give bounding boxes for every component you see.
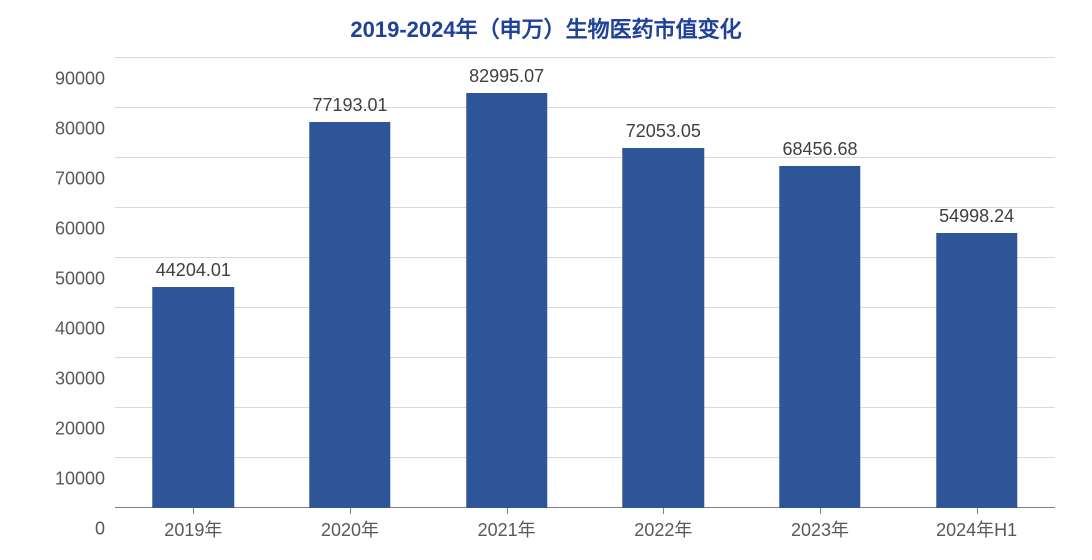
- x-tick-label: 2024年H1: [936, 516, 1017, 542]
- bar-slot: 77193.012020年: [272, 58, 429, 508]
- bar-value-label: 68456.68: [782, 139, 857, 160]
- bar-slot: 44204.012019年: [115, 58, 272, 508]
- bar: 68456.68: [779, 166, 860, 508]
- y-tick-label: 80000: [55, 119, 105, 140]
- bar-value-label: 44204.01: [156, 260, 231, 281]
- x-tick-mark: [977, 508, 978, 514]
- bar: 82995.07: [466, 93, 547, 508]
- y-tick-label: 70000: [55, 169, 105, 190]
- x-tick-mark: [507, 508, 508, 514]
- bar: 72053.05: [623, 148, 704, 508]
- bar-value-label: 72053.05: [626, 121, 701, 142]
- x-tick-label: 2020年: [321, 516, 379, 542]
- y-tick-label: 90000: [55, 69, 105, 90]
- x-tick-mark: [820, 508, 821, 514]
- bar: 54998.24: [936, 233, 1017, 508]
- bar: 77193.01: [309, 122, 390, 508]
- y-tick-label: 60000: [55, 219, 105, 240]
- x-tick-mark: [663, 508, 664, 514]
- bar-slot: 54998.242024年H1: [898, 58, 1055, 508]
- x-tick-mark: [350, 508, 351, 514]
- y-tick-label: 20000: [55, 419, 105, 440]
- x-tick-label: 2023年: [791, 516, 849, 542]
- x-tick-label: 2022年: [634, 516, 692, 542]
- bar: 44204.01: [153, 287, 234, 508]
- bar-value-label: 82995.07: [469, 66, 544, 87]
- bar-slot: 82995.072021年: [428, 58, 585, 508]
- y-tick-label: 30000: [55, 369, 105, 390]
- bar-slot: 72053.052022年: [585, 58, 742, 508]
- x-tick-label: 2019年: [164, 516, 222, 542]
- y-tick-label: 10000: [55, 469, 105, 490]
- y-tick-label: 50000: [55, 269, 105, 290]
- y-tick-label: 40000: [55, 319, 105, 340]
- x-tick-mark: [193, 508, 194, 514]
- y-tick-label: 0: [95, 519, 105, 540]
- chart-title: 2019-2024年（申万）生物医药市值变化: [0, 0, 1092, 44]
- bar-value-label: 77193.01: [312, 95, 387, 116]
- x-tick-label: 2021年: [478, 516, 536, 542]
- bar-slot: 68456.682023年: [742, 58, 899, 508]
- chart-plot-area: 0100002000030000400005000060000700008000…: [115, 58, 1055, 508]
- bar-value-label: 54998.24: [939, 206, 1014, 227]
